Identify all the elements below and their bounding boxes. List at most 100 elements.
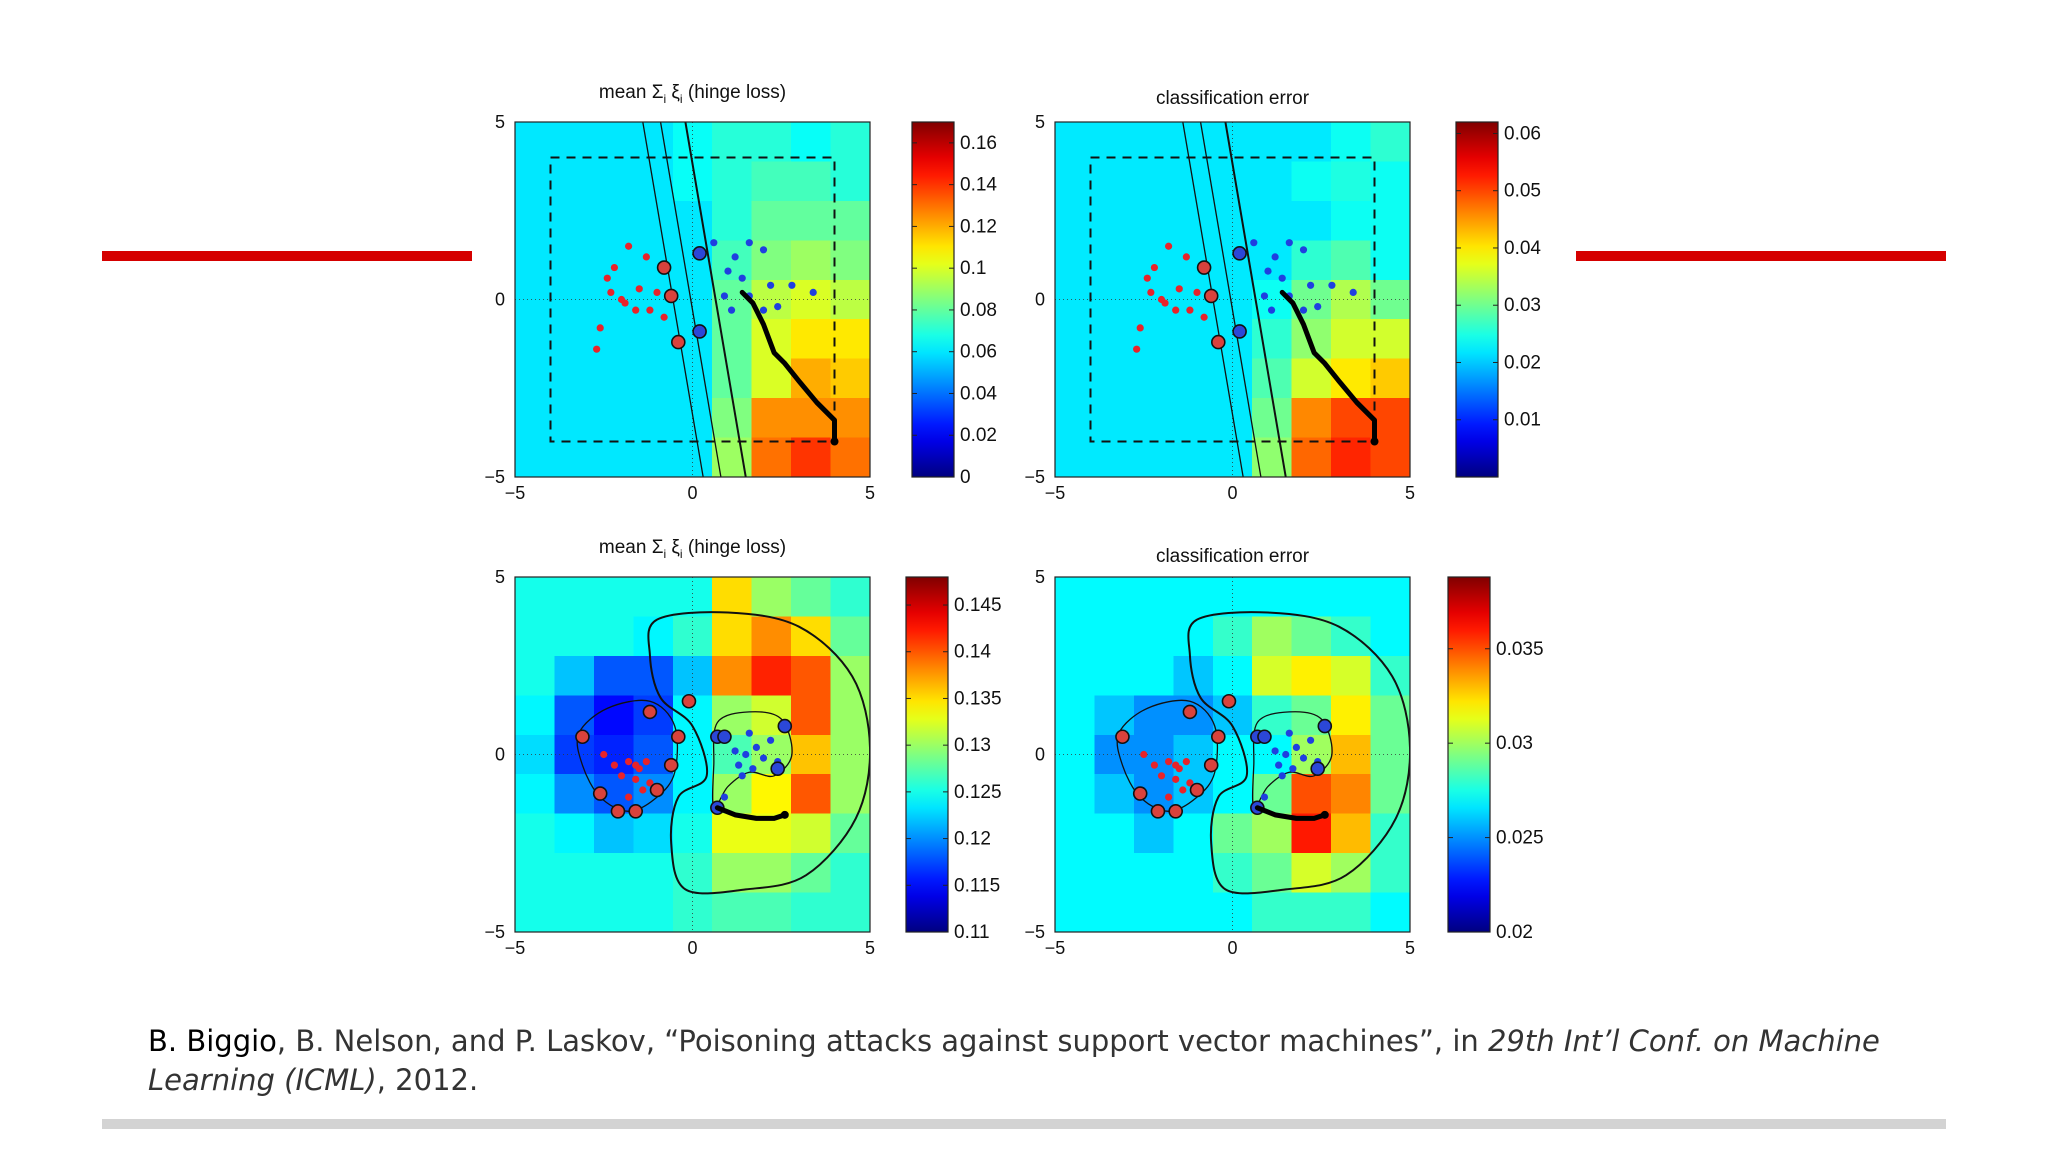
heatmap-cell [1094, 813, 1135, 854]
heatmap-cell [1173, 122, 1214, 163]
heatmap-cell [751, 616, 792, 657]
red-class-point [660, 313, 668, 321]
blue-class-point [774, 303, 782, 311]
colorbar-tick-label: 0.125 [954, 782, 1002, 803]
blue-class-point [720, 292, 729, 300]
heatmap-cell [633, 577, 674, 618]
heatmap-cell [1055, 240, 1096, 281]
support-vector [1132, 786, 1148, 801]
heatmap-cell [1291, 200, 1332, 241]
colorbar-tick-label: 0.1 [960, 258, 986, 279]
heatmap-cell [1331, 695, 1372, 736]
heatmap-cell [1331, 240, 1372, 281]
red-class-point [1200, 313, 1208, 321]
y-tick-label: 5 [1035, 567, 1045, 587]
heatmap-cell [593, 892, 634, 932]
heatmap-cell [1055, 577, 1096, 618]
heatmap-cell [1331, 437, 1372, 477]
y-tick-label: 5 [1035, 112, 1045, 132]
heatmap-cell [830, 853, 870, 894]
heatmap-cell [633, 122, 674, 163]
heatmap-cell [1094, 398, 1135, 439]
heatmap-cell [672, 437, 713, 477]
heatmap-cell [712, 122, 753, 163]
heatmap-cell [830, 616, 870, 657]
heatmap-cell [1173, 398, 1214, 439]
heatmap-cell [554, 655, 595, 696]
support-vector [656, 260, 672, 275]
attack-point-final [1320, 810, 1329, 819]
x-tick-label: 5 [865, 483, 875, 503]
heatmap-cell [1370, 161, 1410, 202]
attack-point-trajectory [714, 805, 788, 821]
heatmap-cell [1133, 577, 1174, 618]
colorbar-tick-label: 0 [960, 467, 971, 488]
heatmap-cell [1252, 655, 1293, 696]
heatmap-cell [791, 577, 832, 618]
red-class-point [593, 345, 601, 353]
heatmap-cell [830, 161, 870, 202]
red-class-point [1136, 324, 1144, 332]
red-class-point [642, 758, 650, 766]
heatmap-cell [515, 319, 556, 360]
chart-title: classification error [1156, 546, 1310, 567]
blue-class-point [1292, 743, 1300, 752]
heatmap-cell [554, 240, 595, 281]
heatmap-cell [1173, 200, 1214, 241]
chart-panel-2: −5 0 5 5 0 −5 classification error 0.06 0.05 0.04… [1024, 88, 1541, 503]
support-vector [1196, 260, 1212, 275]
heatmap-cell [515, 358, 556, 399]
colorbar-tick-label: 0.02 [960, 425, 997, 446]
heatmap-cell [1055, 358, 1096, 399]
red-class-point [600, 750, 608, 759]
heatmap-cell [554, 279, 595, 320]
heatmap-area [515, 577, 870, 932]
support-vector [1150, 803, 1166, 819]
support-vector [1210, 729, 1226, 745]
heatmap-cell [1331, 398, 1372, 439]
support-vector [663, 288, 679, 304]
outer-decision-boundary [647, 611, 870, 895]
red-class-point [642, 253, 650, 261]
heatmap-cell [830, 892, 870, 932]
search-box [549, 156, 836, 443]
red-class-point [1147, 288, 1155, 296]
heatmap-cell [633, 240, 674, 281]
heatmap-cell [1173, 319, 1214, 360]
x-tick-label: 0 [1227, 483, 1237, 503]
heatmap-cell [1173, 358, 1214, 399]
blue-class-point [1260, 793, 1269, 801]
red-class-point [1157, 772, 1166, 780]
red-class-point [632, 306, 640, 314]
red-class-point [1161, 299, 1169, 307]
heatmap-cell [633, 437, 674, 477]
y-tick-label: 0 [495, 745, 505, 765]
heatmap-cell [1370, 200, 1410, 241]
heatmap-cell [1055, 319, 1096, 360]
heatmap-cell [791, 437, 832, 477]
colorbar-tick-label: 0.14 [954, 642, 991, 663]
red-class-point [1140, 750, 1148, 759]
heatmap-cell [515, 200, 556, 241]
heatmap-cell [751, 774, 792, 815]
heatmap-cell [1094, 774, 1135, 815]
blue-class-point [1271, 747, 1279, 755]
attack-point-final [830, 437, 839, 446]
blue-class-point [1275, 761, 1283, 769]
x-tick-label: 0 [687, 483, 697, 503]
heatmap-cell [751, 200, 792, 241]
red-class-point [625, 793, 633, 801]
heatmap-cell [1173, 577, 1214, 618]
citation-text: , B. Nelson, and P. Laskov, “Poisoning a… [276, 1024, 1488, 1058]
support-vector [717, 729, 732, 745]
support-vector [1317, 718, 1333, 734]
heatmap-cell [1133, 398, 1174, 439]
blue-class-point [752, 743, 760, 752]
heatmap-cell [1291, 161, 1332, 202]
heatmap-cell [1212, 774, 1253, 815]
red-class-point [621, 299, 629, 307]
heatmap-cell [554, 358, 595, 399]
heatmap-cell [1055, 616, 1096, 657]
support-vector [671, 334, 686, 350]
support-vector [1115, 729, 1130, 745]
